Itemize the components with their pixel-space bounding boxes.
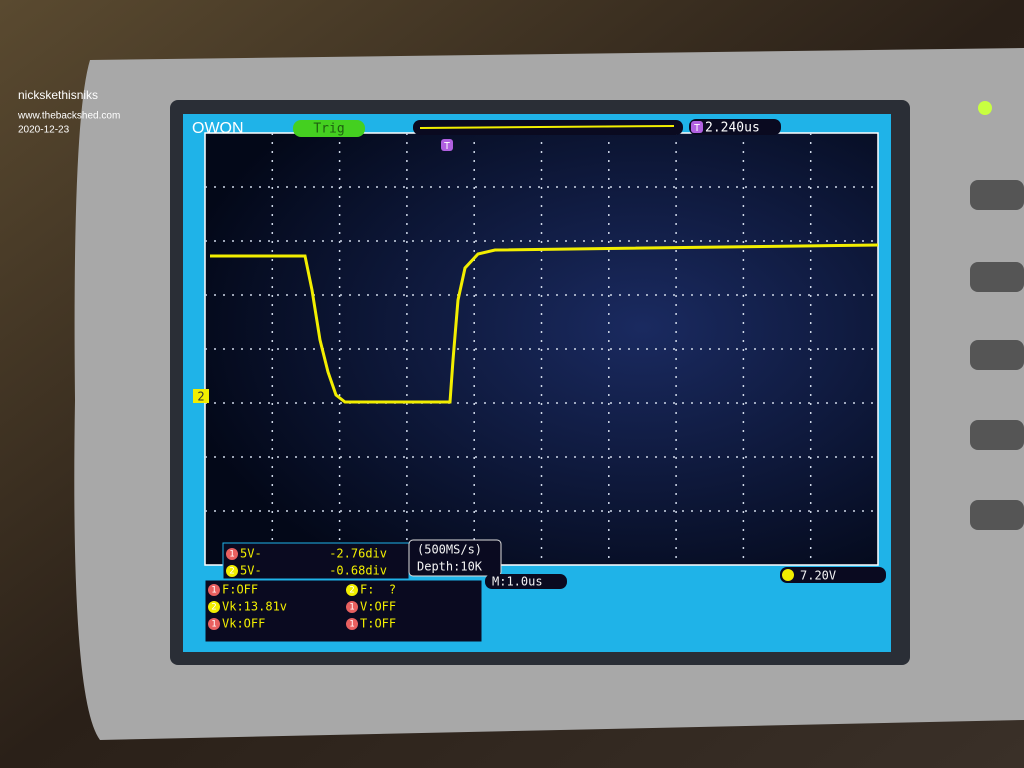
- waveform: [210, 243, 879, 404]
- channel-offset: -2.76div: [329, 547, 387, 561]
- measure-number: 2: [211, 603, 216, 613]
- measure-badge: [208, 601, 220, 613]
- channel-number: 1: [229, 550, 234, 560]
- trigger-level-icon: [782, 569, 794, 581]
- trigger-level: 7.20V: [800, 569, 836, 583]
- measure-text: Vk:13.81v: [222, 600, 287, 614]
- measure-number: 2: [349, 586, 354, 596]
- measure-badge: [346, 584, 358, 596]
- measure-text: Vk:OFF: [222, 617, 265, 631]
- trigger-status-box: [293, 120, 365, 137]
- acquisition-box: [408, 539, 502, 577]
- channel-offset: -0.68div: [329, 564, 387, 578]
- side-button[interactable]: [970, 340, 1024, 370]
- measure-badge: [208, 618, 220, 630]
- measure-text: F: ?: [360, 583, 396, 597]
- measure-number: 1: [211, 620, 216, 630]
- measure-number: 1: [211, 586, 216, 596]
- channel-list: 1 5V- -2.76div 2 5V- -0.68div: [226, 547, 387, 578]
- timebase: M:1.0us: [492, 575, 543, 589]
- measure-list: 1 F:OFF 2 Vk:13.81v 1 Vk:OFF 2 F: ? 1 V:OFF 1 T:OFF: [208, 583, 396, 631]
- graticule: [205, 133, 878, 565]
- watermark-site: www.thebackshed.com: [17, 111, 120, 122]
- measure-text: V:OFF: [360, 600, 396, 614]
- depth: Depth:10K: [417, 560, 483, 574]
- watermark-author: nickskethisniks: [18, 88, 98, 102]
- measure-badge: [208, 584, 220, 596]
- trigger-icon: [691, 121, 703, 133]
- trigger-level-box: [780, 567, 886, 583]
- channel-number: 2: [229, 567, 234, 577]
- channel-scale: 5V-: [240, 547, 262, 561]
- channel-scale: 5V-: [240, 564, 262, 578]
- side-button[interactable]: [970, 500, 1024, 530]
- side-button[interactable]: [970, 420, 1024, 450]
- measure-number: 1: [349, 603, 354, 613]
- channel-panel: [222, 542, 410, 580]
- watermark-date: 2020-12-23: [18, 125, 70, 136]
- trigger-pointer-label: T: [444, 141, 450, 152]
- sample-rate: (500MS/s): [417, 543, 482, 557]
- side-button[interactable]: [970, 262, 1024, 292]
- side-button[interactable]: [970, 180, 1024, 210]
- measure-badge: [346, 618, 358, 630]
- trigger-position-box: [689, 119, 781, 135]
- brand: OWON: [192, 120, 244, 137]
- memory-window: [419, 125, 675, 129]
- measure-text: T:OFF: [360, 617, 396, 631]
- measure-number: 1: [349, 620, 354, 630]
- measure-badge: [346, 601, 358, 613]
- trigger-icon-label: T: [694, 123, 700, 134]
- channel-marker-box: [193, 389, 209, 403]
- measure-text: F:OFF: [222, 583, 258, 597]
- channel-badge: [226, 565, 238, 577]
- channel-badge: [226, 548, 238, 560]
- trigger-pointer: [441, 139, 453, 151]
- timebase-box: [485, 574, 567, 589]
- trigger-position: 2.240us: [705, 121, 760, 136]
- trigger-status: Trig: [313, 122, 344, 137]
- channel-marker: 2: [197, 390, 204, 404]
- measure-panel: [204, 579, 483, 643]
- power-led: [978, 101, 992, 115]
